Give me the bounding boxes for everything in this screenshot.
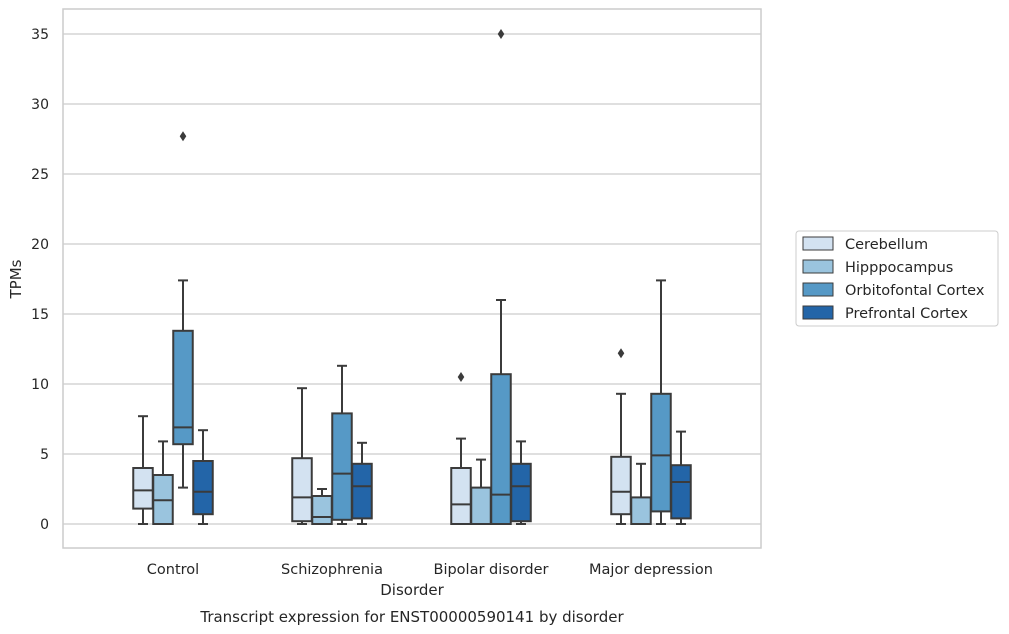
box-prefrontal-cortex-1 xyxy=(351,441,373,525)
legend-swatch xyxy=(802,305,834,320)
boxes-layer xyxy=(132,29,692,526)
box-body xyxy=(470,486,492,526)
outlier-point xyxy=(497,29,505,39)
legend-swatch xyxy=(802,259,834,274)
box-orbitofontal-cortex-2 xyxy=(490,29,512,526)
legend-swatch xyxy=(802,236,834,251)
box-orbitofontal-cortex-3 xyxy=(650,279,672,525)
x-axis-label: Disorder xyxy=(380,581,444,599)
plot-frame xyxy=(62,8,762,549)
y-axis-label: TPMs xyxy=(7,259,25,299)
legend-swatch xyxy=(802,282,834,297)
box-body xyxy=(311,495,333,525)
outlier-point xyxy=(179,131,187,142)
legend-label: Prefrontal Cortex xyxy=(845,306,968,322)
y-tick-label: 15 xyxy=(31,307,49,323)
x-tick-label: Control xyxy=(147,562,199,578)
x-tick-label: Schizophrenia xyxy=(281,562,383,578)
box-prefrontal-cortex-3 xyxy=(670,430,692,525)
box-cerebellum-0 xyxy=(132,415,154,525)
box-body xyxy=(450,467,472,525)
box-prefrontal-cortex-0 xyxy=(192,429,214,525)
y-tick-label: 5 xyxy=(40,447,49,463)
legend: Cerebellum Hipppocampus Orbitofontal Corte… xyxy=(795,230,999,327)
y-tick-label: 30 xyxy=(31,97,49,113)
box-body xyxy=(490,373,512,526)
y-tick-label: 20 xyxy=(31,237,49,253)
y-axis-ticks: 0 5 10 15 20 25 30 35 xyxy=(31,27,49,533)
x-axis-ticks: Control Schizophrenia Bipolar disorder Majo… xyxy=(147,562,713,578)
y-tick-label: 0 xyxy=(40,517,49,533)
plot-background xyxy=(63,9,761,548)
box-hipppocampus-0 xyxy=(152,440,174,525)
box-body xyxy=(510,462,532,523)
box-body xyxy=(132,467,154,510)
x-tick-label: Bipolar disorder xyxy=(434,562,549,578)
box-cerebellum-3 xyxy=(610,348,632,525)
box-body xyxy=(650,392,672,513)
box-body xyxy=(610,455,632,516)
box-body xyxy=(291,457,313,523)
y-tick-label: 35 xyxy=(31,27,49,43)
box-prefrontal-cortex-2 xyxy=(510,440,532,525)
legend-label: Orbitofontal Cortex xyxy=(845,283,985,299)
legend-label: Cerebellum xyxy=(845,237,928,253)
box-cerebellum-1 xyxy=(291,387,313,525)
box-body xyxy=(192,460,214,516)
legend-label: Hipppocampus xyxy=(845,260,953,276)
legend-frame xyxy=(795,230,999,327)
x-tick-label: Major depression xyxy=(589,562,713,578)
outlier-point xyxy=(457,372,465,382)
box-body xyxy=(331,412,353,521)
y-tick-label: 10 xyxy=(31,377,49,393)
box-orbitofontal-cortex-0 xyxy=(172,131,194,489)
box-body xyxy=(670,464,692,520)
outlier-point xyxy=(617,348,625,359)
chart-caption: Transcript expression for ENST0000059014… xyxy=(199,608,624,626)
box-body xyxy=(351,462,373,520)
box-orbitofontal-cortex-1 xyxy=(331,364,353,525)
y-tick-label: 25 xyxy=(31,167,49,183)
box-body xyxy=(630,496,652,525)
box-body xyxy=(172,329,194,446)
